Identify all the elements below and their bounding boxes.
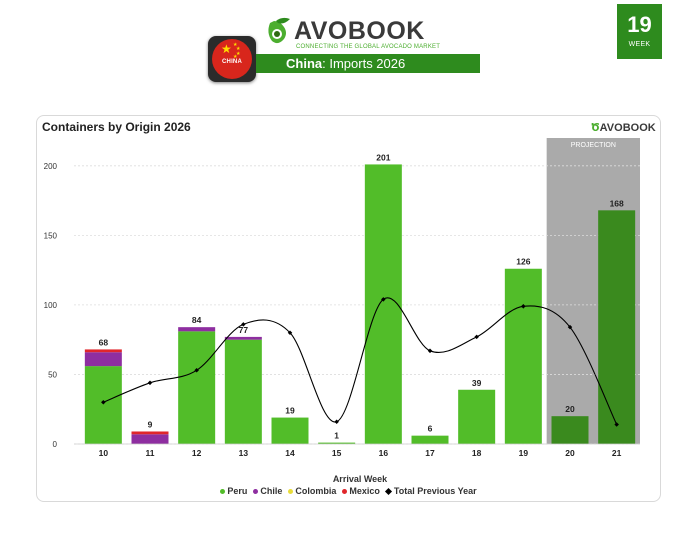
bar-mexico-week-10 bbox=[84, 349, 122, 353]
bar-total-label: 1 bbox=[334, 431, 339, 441]
title-rest: : Imports 2026 bbox=[322, 56, 406, 71]
y-tick-label: 0 bbox=[53, 440, 58, 449]
line-point-week-21 bbox=[614, 422, 619, 427]
title-country: China bbox=[286, 56, 323, 71]
bar-chart: PROJECTION 0 50 100 150 200 68 10 9 11 84 12 77 13 19 1… bbox=[44, 138, 640, 484]
bar-chile-week-11 bbox=[131, 434, 169, 444]
country-flag-badge: ★ ★ ★ ★ ★ CHINA bbox=[208, 36, 256, 82]
bar-peru-week-10 bbox=[84, 366, 122, 444]
bar-peru-week-14 bbox=[271, 417, 309, 444]
bar-peru-week-13 bbox=[224, 339, 262, 444]
x-axis-title: Arrival Week bbox=[333, 474, 388, 484]
x-tick-label: 16 bbox=[379, 448, 389, 458]
legend-label: Chile bbox=[260, 486, 283, 496]
projection-label: PROJECTION bbox=[571, 142, 616, 149]
x-tick-label: 19 bbox=[519, 448, 529, 458]
bar-chile-week-12 bbox=[178, 327, 216, 332]
bar-chile-week-10 bbox=[84, 352, 122, 367]
legend-marker bbox=[288, 489, 294, 495]
legend-marker bbox=[220, 489, 226, 495]
bar-peru-week-16 bbox=[364, 164, 402, 444]
x-tick-label: 10 bbox=[99, 448, 109, 458]
chart-card: Containers by Origin 2026 ԾAVOBOOK PROJE… bbox=[36, 115, 661, 502]
legend-item-peru: Peru bbox=[220, 486, 247, 496]
legend-label: Colombia bbox=[295, 486, 337, 496]
x-tick-label: 13 bbox=[239, 448, 249, 458]
bar-mexico-week-11 bbox=[131, 431, 169, 435]
x-tick-label: 15 bbox=[332, 448, 342, 458]
flag-label: CHINA bbox=[222, 59, 242, 65]
legend-item-colombia: Colombia bbox=[288, 486, 336, 496]
line-point-week-13 bbox=[241, 322, 246, 327]
legend-label: Total Previous Year bbox=[393, 486, 477, 496]
line-point-week-11 bbox=[147, 380, 153, 386]
legend-marker bbox=[253, 489, 259, 495]
logo-wordmark: AVOBOOK bbox=[294, 17, 425, 45]
week-number: 19 bbox=[627, 12, 652, 37]
legend-marker bbox=[384, 488, 392, 496]
bar-total-label: 84 bbox=[192, 315, 202, 325]
line-point-week-12 bbox=[194, 368, 199, 373]
x-tick-label: 12 bbox=[192, 448, 202, 458]
line-point-week-17 bbox=[427, 348, 433, 354]
x-tick-label: 14 bbox=[285, 448, 295, 458]
bar-chile-week-13 bbox=[224, 336, 262, 340]
avobook-logo: AVOBOOK CONNECTING THE GLOBAL AVOCADO MA… bbox=[264, 17, 440, 53]
y-tick-label: 150 bbox=[44, 231, 58, 240]
chart-watermark-logo: ԾAVOBOOK bbox=[591, 122, 656, 134]
bar-peru-week-19 bbox=[504, 268, 542, 444]
bar-total-label: 20 bbox=[565, 404, 575, 414]
legend-marker bbox=[342, 489, 348, 495]
bar-total-label: 77 bbox=[239, 325, 249, 335]
bar-peru-week-15 bbox=[318, 442, 356, 444]
bar-peru-week-20 bbox=[551, 416, 589, 444]
bar-total-label: 126 bbox=[516, 257, 530, 267]
legend-item-total-previous-year: Total Previous Year bbox=[384, 486, 477, 496]
avocado-logo-icon bbox=[268, 17, 290, 44]
x-tick-label: 11 bbox=[146, 448, 155, 458]
bar-peru-week-12 bbox=[178, 331, 216, 444]
legend-item-mexico: Mexico bbox=[342, 486, 380, 496]
bar-total-label: 39 bbox=[472, 378, 482, 388]
bar-total-label: 6 bbox=[428, 424, 433, 434]
page-title: China: Imports 2026 bbox=[256, 54, 480, 73]
line-point-week-18 bbox=[474, 334, 479, 340]
line-point-week-10 bbox=[101, 400, 106, 405]
y-tick-label: 200 bbox=[44, 162, 58, 171]
bar-peru-week-21 bbox=[598, 210, 636, 444]
bar-total-label: 9 bbox=[148, 419, 153, 429]
chart-legend: Peru Chile Colombia Mexico Total Previous Ye… bbox=[37, 486, 660, 496]
logo-tagline: CONNECTING THE GLOBAL AVOCADO MARKET bbox=[296, 44, 441, 50]
bar-peru-week-18 bbox=[458, 389, 496, 444]
bar-peru-week-17 bbox=[411, 435, 449, 444]
bar-total-label: 201 bbox=[376, 152, 390, 162]
bar-total-label: 168 bbox=[610, 198, 624, 208]
week-label: WEEK bbox=[628, 41, 651, 48]
legend-label: Peru bbox=[227, 486, 248, 496]
x-tick-label: 17 bbox=[425, 448, 435, 458]
legend-item-chile: Chile bbox=[253, 486, 282, 496]
x-tick-label: 20 bbox=[565, 448, 575, 458]
bar-total-label: 19 bbox=[285, 406, 295, 416]
x-tick-label: 18 bbox=[472, 448, 482, 458]
line-point-week-15 bbox=[334, 419, 339, 425]
x-tick-label: 21 bbox=[612, 448, 622, 458]
chart-title: Containers by Origin 2026 bbox=[42, 120, 191, 134]
y-tick-label: 100 bbox=[44, 301, 58, 310]
week-badge: 19 WEEK bbox=[617, 4, 662, 59]
line-point-week-16 bbox=[381, 297, 386, 302]
bar-total-label: 68 bbox=[99, 337, 109, 347]
y-tick-label: 50 bbox=[48, 370, 57, 379]
legend-label: Mexico bbox=[349, 486, 380, 496]
line-point-week-20 bbox=[567, 324, 573, 330]
china-flag-icon: ★ ★ ★ ★ ★ CHINA bbox=[212, 39, 252, 79]
